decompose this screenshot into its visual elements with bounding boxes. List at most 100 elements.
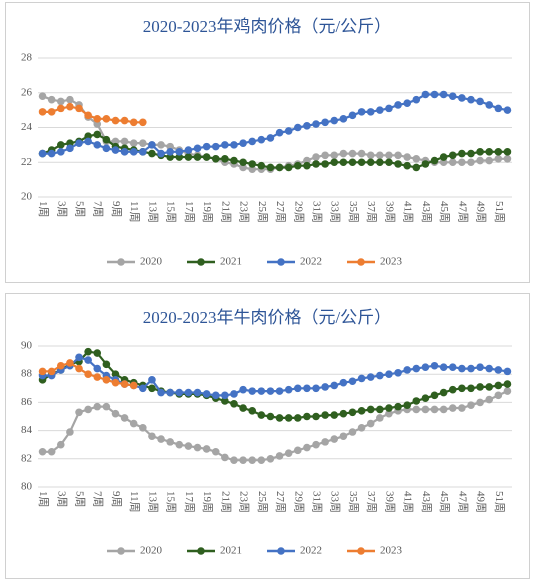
data-point	[47, 367, 56, 376]
data-point	[266, 163, 275, 172]
data-point	[266, 412, 275, 421]
data-point	[476, 156, 484, 165]
data-point	[458, 149, 466, 158]
data-point	[56, 148, 65, 156]
x-tick-label: 39周	[383, 491, 396, 513]
x-tick-label: 13周	[146, 201, 159, 223]
data-point	[293, 446, 302, 455]
data-point	[312, 412, 320, 421]
data-point	[248, 407, 257, 415]
data-point	[84, 356, 92, 364]
data-point	[339, 158, 348, 167]
data-point	[330, 411, 339, 419]
data-point	[148, 141, 156, 149]
data-point	[93, 402, 102, 411]
data-point	[348, 158, 357, 167]
legend-label: 2023	[380, 545, 403, 557]
data-point	[230, 400, 238, 408]
x-tick-label: 35周	[347, 201, 360, 223]
data-point	[458, 404, 466, 412]
data-point	[494, 104, 503, 113]
legend-label: 2020	[140, 545, 163, 557]
x-tick-label: 11周	[128, 201, 141, 223]
legend-swatch	[277, 258, 285, 266]
data-point	[84, 370, 92, 379]
data-point	[339, 378, 348, 387]
data-point	[321, 383, 329, 391]
data-point	[211, 447, 220, 456]
data-point	[458, 158, 466, 167]
y-tick-label: 82	[21, 452, 32, 464]
x-tick-label: 11周	[128, 491, 141, 513]
data-point	[394, 160, 402, 168]
data-point	[157, 141, 165, 149]
data-point	[412, 163, 421, 172]
data-point	[47, 447, 56, 456]
data-point	[421, 160, 430, 168]
data-point	[38, 447, 47, 456]
data-point	[184, 146, 193, 154]
data-point	[339, 149, 348, 158]
legend-swatch	[117, 547, 125, 555]
x-tick-label: 19周	[201, 491, 214, 513]
data-point	[385, 370, 393, 379]
x-tick-label: 1周	[37, 491, 50, 508]
data-point	[248, 137, 257, 146]
data-point	[303, 156, 311, 165]
data-point	[403, 153, 411, 161]
data-point	[248, 456, 257, 465]
data-point	[129, 381, 138, 390]
data-point	[439, 405, 448, 414]
data-point	[230, 390, 238, 398]
data-point	[366, 419, 375, 428]
data-point	[275, 414, 284, 422]
x-tick-label: 3周	[55, 491, 68, 508]
data-point	[111, 137, 120, 146]
data-point	[476, 398, 484, 407]
data-point	[175, 148, 184, 156]
data-point	[120, 116, 129, 125]
data-point	[476, 97, 484, 106]
data-point	[293, 123, 302, 132]
data-point	[439, 388, 448, 397]
data-point	[458, 384, 466, 393]
data-point	[366, 151, 375, 160]
data-point	[47, 149, 56, 158]
data-point	[494, 154, 503, 163]
data-point	[193, 144, 202, 153]
data-point	[56, 104, 65, 113]
data-point	[184, 388, 193, 397]
data-point	[476, 363, 484, 371]
data-point	[84, 405, 92, 414]
data-point	[166, 142, 174, 151]
data-point	[467, 149, 475, 158]
data-point	[102, 115, 111, 123]
data-point	[239, 139, 247, 147]
data-point	[394, 101, 402, 109]
data-point	[56, 440, 65, 449]
data-point	[339, 409, 348, 418]
data-point	[376, 151, 384, 160]
x-tick-label: 9周	[110, 201, 123, 218]
x-tick-label: 49周	[475, 201, 488, 223]
data-point	[157, 388, 165, 397]
data-point	[485, 364, 494, 373]
data-point	[248, 160, 257, 168]
data-point	[239, 404, 247, 412]
data-point	[84, 111, 92, 120]
data-point	[376, 405, 384, 414]
data-point	[193, 443, 202, 452]
data-point	[348, 149, 357, 158]
data-point	[111, 370, 120, 379]
chart-frame	[5, 293, 530, 579]
data-point	[366, 405, 375, 414]
data-point	[193, 388, 202, 397]
data-point	[239, 456, 247, 465]
data-point	[93, 115, 102, 123]
legend-label: 2021	[220, 256, 242, 268]
x-tick-label: 43周	[420, 201, 433, 223]
data-point	[448, 158, 457, 167]
data-point	[56, 97, 65, 106]
data-point	[66, 428, 74, 436]
